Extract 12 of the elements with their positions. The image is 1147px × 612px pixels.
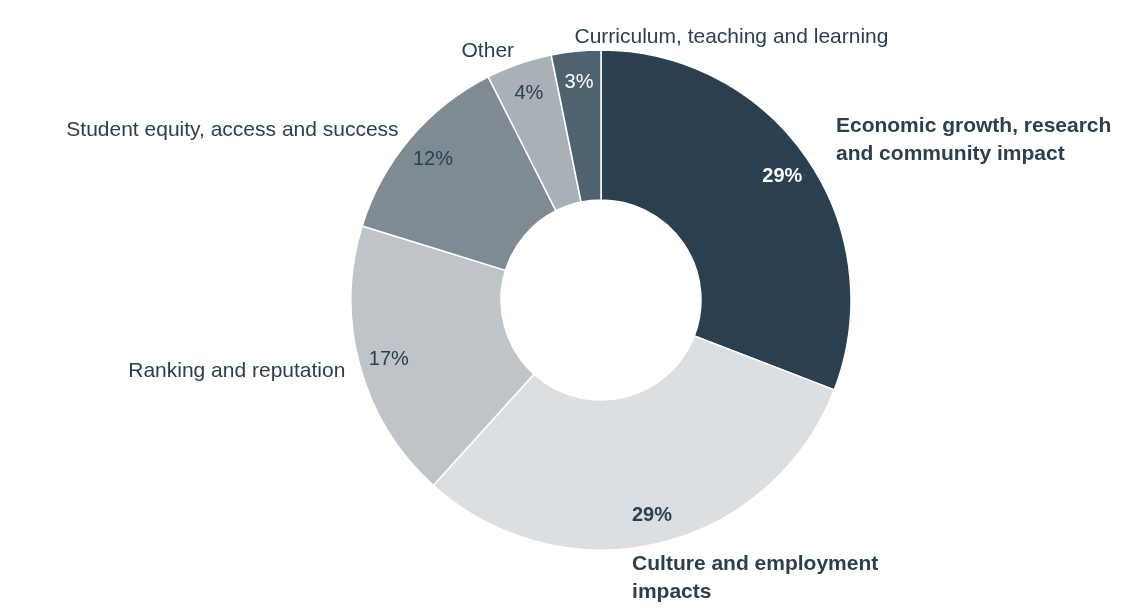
- data-label: 12%: [412, 146, 454, 169]
- slice-label: Culture and employment impacts: [632, 551, 879, 603]
- slice-label: Other: [461, 37, 515, 61]
- data-label: 17%: [368, 347, 410, 370]
- slice-label: Ranking and reputation: [128, 358, 346, 382]
- data-label: 3%: [564, 70, 594, 93]
- slice-label: Student equity, access and success: [66, 116, 399, 140]
- slice-label: Economic growth, research and community impact: [835, 112, 1112, 164]
- data-label: 4%: [514, 81, 544, 104]
- data-label: 29%: [762, 164, 803, 187]
- data-label: 29%: [631, 503, 673, 526]
- slice-label: Curriculum, teaching and learning: [574, 24, 889, 48]
